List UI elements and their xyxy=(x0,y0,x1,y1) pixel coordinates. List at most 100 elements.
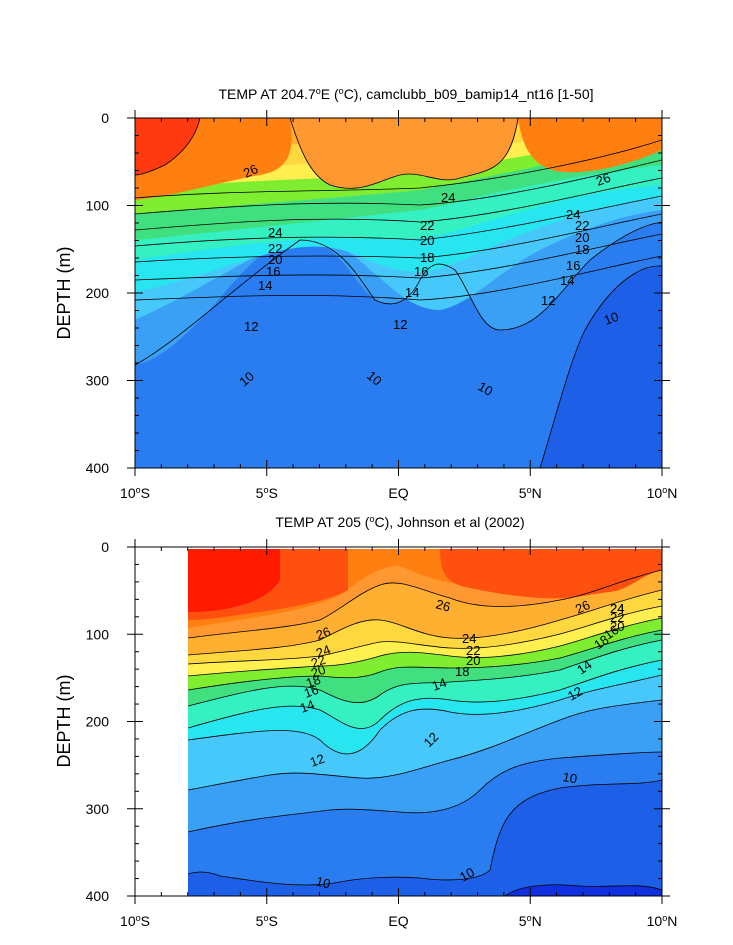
panel-2-filled-contours xyxy=(188,549,662,896)
panel-1-contour-lines xyxy=(135,118,662,468)
contour-label: 22 xyxy=(575,218,589,233)
line-16 xyxy=(188,639,662,707)
x-tick-label: 10oS xyxy=(120,913,150,929)
contour-label: 18 xyxy=(455,664,469,679)
line-20 xyxy=(188,617,662,677)
y-tick-label: 0 xyxy=(101,110,109,126)
line-12 xyxy=(135,255,662,301)
contour-label: 16 xyxy=(566,258,580,273)
panel-1-ylabel: DEPTH (m) xyxy=(54,247,74,340)
contour-label: 20 xyxy=(575,230,589,245)
contour-label: 20 xyxy=(268,252,282,267)
contour-label: 22 xyxy=(309,652,328,671)
panel-1-title: TEMP AT 204.7oE (oC), camclubb_b09_bamip… xyxy=(218,86,593,102)
contour-label: 12 xyxy=(565,683,585,703)
x-tick-label: 5oS xyxy=(256,913,278,929)
contour-label: 14 xyxy=(430,675,449,694)
panel-1: TEMP AT 204.7oE (oC), camclubb_b09_bamip… xyxy=(54,0,677,501)
y-tick-label: 400 xyxy=(86,888,110,904)
contour-label: 20 xyxy=(466,653,480,668)
line-18 xyxy=(188,629,662,691)
line-16 xyxy=(135,213,662,263)
band-26-plus-center xyxy=(290,118,518,189)
panel-1-filled-contours xyxy=(135,118,662,468)
contour-label: 10 xyxy=(602,309,621,328)
contour-label: 16 xyxy=(266,264,280,279)
contour-label: 12 xyxy=(541,293,555,308)
line-10 xyxy=(135,221,662,366)
contour-label: 12 xyxy=(308,751,327,770)
contour-label: 16 xyxy=(601,622,621,643)
y-tick-label: 300 xyxy=(86,373,110,389)
contour-label: 18 xyxy=(304,672,323,691)
line-10 xyxy=(188,779,662,886)
line-10-corner xyxy=(539,265,662,468)
contour-label: 10 xyxy=(457,864,477,884)
panel-2: TEMP AT 205 (oC), Johnson et al (2002) xyxy=(54,514,677,929)
line-26 xyxy=(188,569,662,639)
contour-label: 24 xyxy=(441,190,455,205)
contour-label: 24 xyxy=(566,207,580,222)
line-22 xyxy=(135,159,662,215)
x-tick-label: 10oN xyxy=(647,485,678,501)
contour-label: 14 xyxy=(574,657,594,678)
contour-label: 14 xyxy=(258,278,272,293)
contour-label: 22 xyxy=(466,643,480,658)
line-12 xyxy=(188,699,662,791)
panel-2-contour-labels: 26 26 24 24 22 20 18 16 14 26 24 22 20 1… xyxy=(298,596,625,891)
contour-label: 24 xyxy=(462,631,476,646)
y-tick-label: 200 xyxy=(86,285,110,301)
line-20 xyxy=(135,177,662,231)
x-tick-label: 5oN xyxy=(519,913,542,929)
contour-label: 10 xyxy=(314,873,332,891)
contour-label: 22 xyxy=(420,218,434,233)
line-14 xyxy=(188,659,662,729)
x-tick-label: 5oN xyxy=(519,485,542,501)
contour-label: 22 xyxy=(610,610,624,625)
y-tick-label: 100 xyxy=(86,626,110,642)
contour-label: 22 xyxy=(268,241,282,256)
x-tick-label: 10oS xyxy=(120,485,150,501)
contour-label: 26 xyxy=(594,170,613,189)
contour-label: 20 xyxy=(309,662,328,681)
line-24 xyxy=(135,139,662,199)
contour-label: 16 xyxy=(302,682,321,701)
band-28-corner xyxy=(135,118,200,175)
contour-label: 14 xyxy=(405,285,419,300)
line-14 xyxy=(135,233,662,281)
line-18 xyxy=(135,195,662,247)
panel-1-contour-labels: 26 24 26 24 22 20 24 22 20 18 22 20 18 1… xyxy=(236,0,620,399)
y-tick-label: 400 xyxy=(86,460,110,476)
contour-label: 16 xyxy=(414,264,428,279)
band-9-corner xyxy=(505,884,662,896)
contour-label: 26 xyxy=(434,596,452,614)
contour-label: 26 xyxy=(314,624,333,643)
contour-label: 20 xyxy=(420,233,434,248)
contour-label: 24 xyxy=(610,601,624,616)
band-28-right xyxy=(440,549,662,599)
x-tick-label: EQ xyxy=(388,913,408,929)
line-13 xyxy=(188,674,662,755)
contour-label: 18 xyxy=(591,632,611,653)
contour-label: 18 xyxy=(420,250,434,265)
panel-2-contour-lines xyxy=(188,569,662,896)
panel-2-title: TEMP AT 205 (oC), Johnson et al (2002) xyxy=(275,514,524,530)
line-22 xyxy=(188,605,662,665)
band-26-plus-right xyxy=(518,118,662,173)
contour-label: 18 xyxy=(266,0,280,3)
contour-label: 10 xyxy=(476,379,496,399)
panel-2-axes: 0 100 200 300 400 10oS 5oS EQ 5oN 10oN xyxy=(86,539,678,929)
panel-2-ylabel: DEPTH (m) xyxy=(54,675,74,768)
contour-label: 18 xyxy=(575,242,589,257)
line-26-a xyxy=(289,118,401,189)
contour-label: 26 xyxy=(573,597,592,617)
x-tick-label: 10oN xyxy=(647,913,678,929)
contour-label: 26 xyxy=(241,161,260,181)
contour-label: 14 xyxy=(560,273,574,288)
y-tick-label: 100 xyxy=(86,198,110,214)
y-tick-label: 200 xyxy=(86,714,110,730)
x-tick-label: EQ xyxy=(388,485,408,501)
contour-label: 24 xyxy=(314,642,333,661)
line-26-left xyxy=(135,118,201,176)
